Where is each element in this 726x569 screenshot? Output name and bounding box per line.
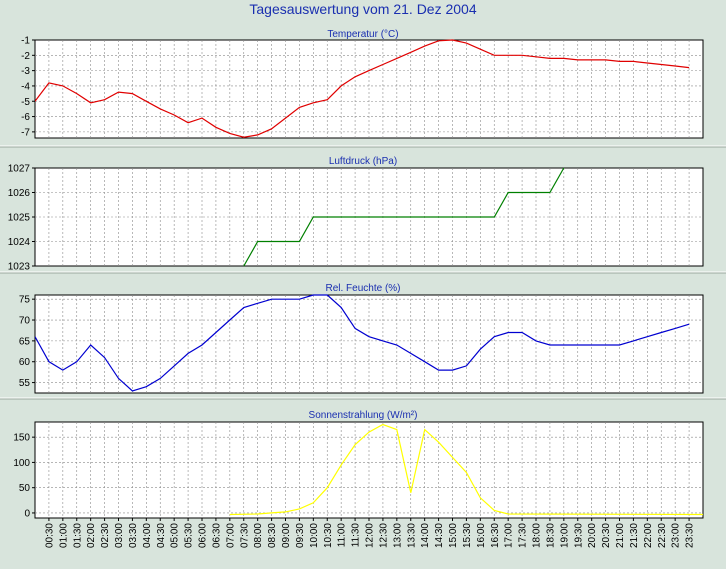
y-tick-label: 75 [19, 295, 31, 306]
panel-title: Temperatur (°C) [327, 29, 398, 40]
x-tick-label: 23:30 [685, 523, 696, 548]
y-tick-label: 55 [19, 378, 31, 389]
y-tick-label: -3 [21, 66, 30, 77]
panel-title: Rel. Feuchte (%) [325, 283, 400, 294]
x-tick-label: 09:30 [295, 523, 306, 548]
x-tick-label: 03:30 [128, 523, 139, 548]
y-tick-label: 1025 [8, 213, 31, 224]
x-tick-label: 23:00 [671, 523, 682, 548]
chart-panels: Temperatur (°C) -1 -2 -3 -4 -5 -6 -7 Luftdruck (… [0, 29, 726, 519]
y-tick-label: 1026 [8, 188, 31, 199]
y-tick-label: -7 [21, 127, 30, 138]
x-tick-label: 22:30 [657, 523, 668, 548]
y-tick-label: 50 [19, 483, 31, 494]
x-tick-label: 14:00 [420, 523, 431, 548]
panel-pressure: Luftdruck (hPa) 1027 1026 1025 1024 1023 [0, 156, 726, 274]
x-tick-label: 08:00 [253, 523, 264, 548]
x-tick-label: 20:00 [587, 523, 598, 548]
x-tick-label: 03:00 [114, 523, 125, 548]
x-tick-label: 19:00 [559, 523, 570, 548]
x-tick-label: 21:30 [629, 523, 640, 548]
x-tick-label: 12:30 [378, 523, 389, 548]
series-line-humidity [35, 294, 690, 392]
x-tick-label: 16:00 [476, 523, 487, 548]
x-tick-label: 07:30 [239, 523, 250, 548]
x-tick-label: 01:00 [58, 523, 69, 548]
x-tick-label: 10:00 [309, 523, 320, 548]
x-tick-label: 01:30 [72, 523, 83, 548]
panel-title: Sonnenstrahlung (W/m²) [309, 410, 418, 421]
panel-temperature: Temperatur (°C) -1 -2 -3 -4 -5 -6 -7 [0, 29, 726, 148]
y-tick-label: -1 [21, 36, 30, 47]
y-tick-label: 100 [13, 458, 30, 469]
y-tick-label: -2 [21, 51, 30, 62]
x-tick-label: 17:30 [518, 523, 529, 548]
y-tick-label: -6 [21, 112, 30, 123]
x-tick-label: 02:00 [86, 523, 97, 548]
series-line-temperature [35, 39, 690, 138]
x-tick-label: 21:00 [615, 523, 626, 548]
series-line-pressure [243, 167, 565, 267]
x-tick-label: 15:30 [462, 523, 473, 548]
panel-humidity: Rel. Feuchte (%) 75 70 65 60 55 [0, 283, 726, 400]
x-tick-label: 08:30 [267, 523, 278, 548]
x-tick-label: 00:30 [44, 523, 55, 548]
y-tick-label: 65 [19, 336, 31, 347]
x-tick-label: 19:30 [573, 523, 584, 548]
y-tick-label: 60 [19, 357, 31, 368]
y-tick-label: 70 [19, 316, 31, 327]
y-tick-label: 1023 [8, 262, 31, 273]
y-tick-label: 0 [24, 508, 30, 519]
x-tick-label: 15:00 [448, 523, 459, 548]
x-axis: 00:30 01:00 01:30 02:00 02:30 03:00 03:30 04:00… [44, 518, 696, 548]
x-tick-label: 04:30 [156, 523, 167, 548]
x-tick-label: 12:00 [365, 523, 376, 548]
x-tick-label: 06:30 [211, 523, 222, 548]
y-tick-label: 150 [13, 433, 30, 444]
x-tick-label: 20:30 [601, 523, 612, 548]
x-tick-label: 17:00 [504, 523, 515, 548]
x-tick-label: 18:30 [545, 523, 556, 548]
x-tick-label: 05:30 [184, 523, 195, 548]
x-tick-label: 22:00 [643, 523, 654, 548]
x-tick-label: 02:30 [100, 523, 111, 548]
x-tick-label: 16:30 [490, 523, 501, 548]
panel-radiation: Sonnenstrahlung (W/m²) 150 100 50 0 [13, 410, 704, 519]
x-tick-label: 13:00 [392, 523, 403, 548]
x-tick-label: 13:30 [406, 523, 417, 548]
x-tick-label: 14:30 [434, 523, 445, 548]
page-title: Tagesauswertung vom 21. Dez 2004 [249, 1, 476, 17]
series-line-radiation [229, 423, 703, 516]
y-tick-label: 1027 [8, 164, 31, 175]
x-tick-label: 09:00 [281, 523, 292, 548]
y-tick-label: -4 [21, 81, 30, 92]
x-tick-label: 06:00 [198, 523, 209, 548]
x-tick-label: 05:00 [170, 523, 181, 548]
x-tick-label: 04:00 [142, 523, 153, 548]
x-tick-label: 11:00 [337, 523, 348, 548]
y-tick-label: -5 [21, 97, 30, 108]
y-tick-label: 1024 [8, 237, 31, 248]
x-tick-label: 18:00 [532, 523, 543, 548]
x-tick-label: 10:30 [323, 523, 334, 548]
panel-title: Luftdruck (hPa) [329, 156, 397, 167]
x-tick-label: 11:30 [351, 523, 362, 548]
x-tick-label: 07:00 [225, 523, 236, 548]
